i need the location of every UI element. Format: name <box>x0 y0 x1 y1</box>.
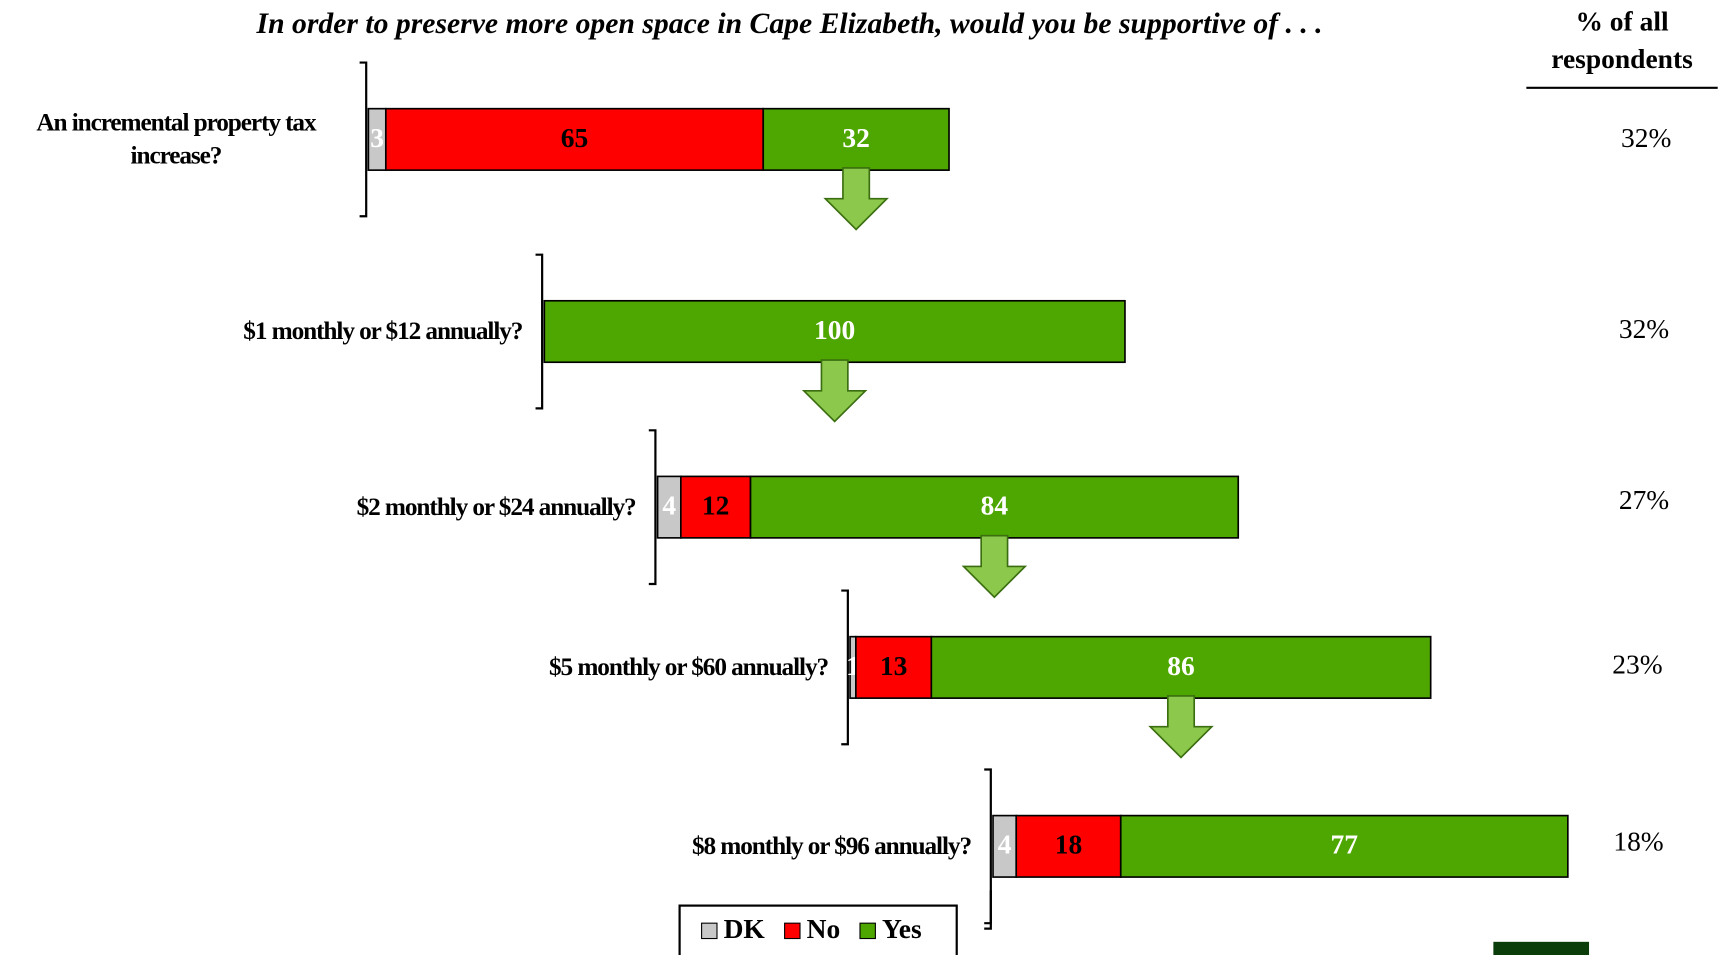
bar-value-label: 32 <box>842 123 869 153</box>
share-header-text: % of all respondents <box>1551 7 1693 75</box>
legend-swatch <box>859 922 876 940</box>
cascade-arrow <box>1148 695 1214 759</box>
bar-segment <box>930 635 1432 699</box>
bar-value-label: 12 <box>702 491 729 521</box>
bar-value-label: 77 <box>1331 830 1359 860</box>
share-label: 18% <box>1613 826 1663 856</box>
bar-segment <box>384 107 765 171</box>
category-label: An incremental property tax increase? <box>36 108 316 170</box>
bar-segment <box>1015 814 1122 878</box>
bar-segment <box>1119 814 1569 878</box>
bar-segment <box>680 475 752 539</box>
cascade-arrow <box>961 534 1028 599</box>
share-label: 23% <box>1612 650 1662 680</box>
category-label-box: $2 monthly or $24 annually? <box>356 492 636 521</box>
category-label-box: $8 monthly or $96 annually? <box>691 832 972 860</box>
legend-label: No <box>807 914 841 944</box>
bar-value-label: 3 <box>370 123 384 153</box>
bracket-tail <box>984 890 992 930</box>
category-label: $1 monthly or $12 annually? <box>243 317 523 345</box>
category-label: $5 monthly or $60 annually? <box>549 653 829 681</box>
bar-value-label: 18 <box>1055 830 1082 860</box>
legend-swatch <box>701 922 718 940</box>
bar-segment <box>749 475 1240 539</box>
bracket <box>359 61 368 218</box>
legend-swatch <box>784 922 801 940</box>
bar-value-label: 4 <box>662 491 676 521</box>
bar-value-label: 86 <box>1167 651 1194 681</box>
legend-label: Yes <box>882 914 922 944</box>
legend-box <box>678 904 958 955</box>
bar-value-label: 65 <box>561 123 588 153</box>
bar-value-label: 4 <box>998 830 1012 860</box>
decoration <box>1493 941 1590 955</box>
bracket <box>648 429 657 586</box>
bar-value-label: 84 <box>981 491 1009 521</box>
bracket <box>535 253 544 410</box>
cascade-arrow <box>823 167 889 231</box>
bracket <box>841 589 849 746</box>
bar-segment <box>855 635 933 699</box>
bar-value-label: 13 <box>880 651 907 681</box>
share-label: 32% <box>1619 314 1669 344</box>
legend-label: DK <box>724 914 766 944</box>
share-label: 32% <box>1621 123 1671 153</box>
share-label: 27% <box>1619 485 1669 515</box>
bracket <box>984 768 992 925</box>
category-label-box: $1 monthly or $12 annually? <box>243 317 523 345</box>
category-label-box: An incremental property tax increase? <box>36 108 316 170</box>
bar-segment <box>543 299 1126 364</box>
category-label: $8 monthly or $96 annually? <box>691 832 972 860</box>
cascade-arrow <box>801 359 868 423</box>
bar-value-label: 100 <box>814 315 855 345</box>
chart-title: In order to preserve more open space in … <box>256 8 1323 40</box>
category-label-box: $5 monthly or $60 annually? <box>549 653 829 681</box>
category-label: $2 monthly or $24 annually? <box>356 492 636 521</box>
share-header: % of all respondents <box>1551 7 1693 75</box>
